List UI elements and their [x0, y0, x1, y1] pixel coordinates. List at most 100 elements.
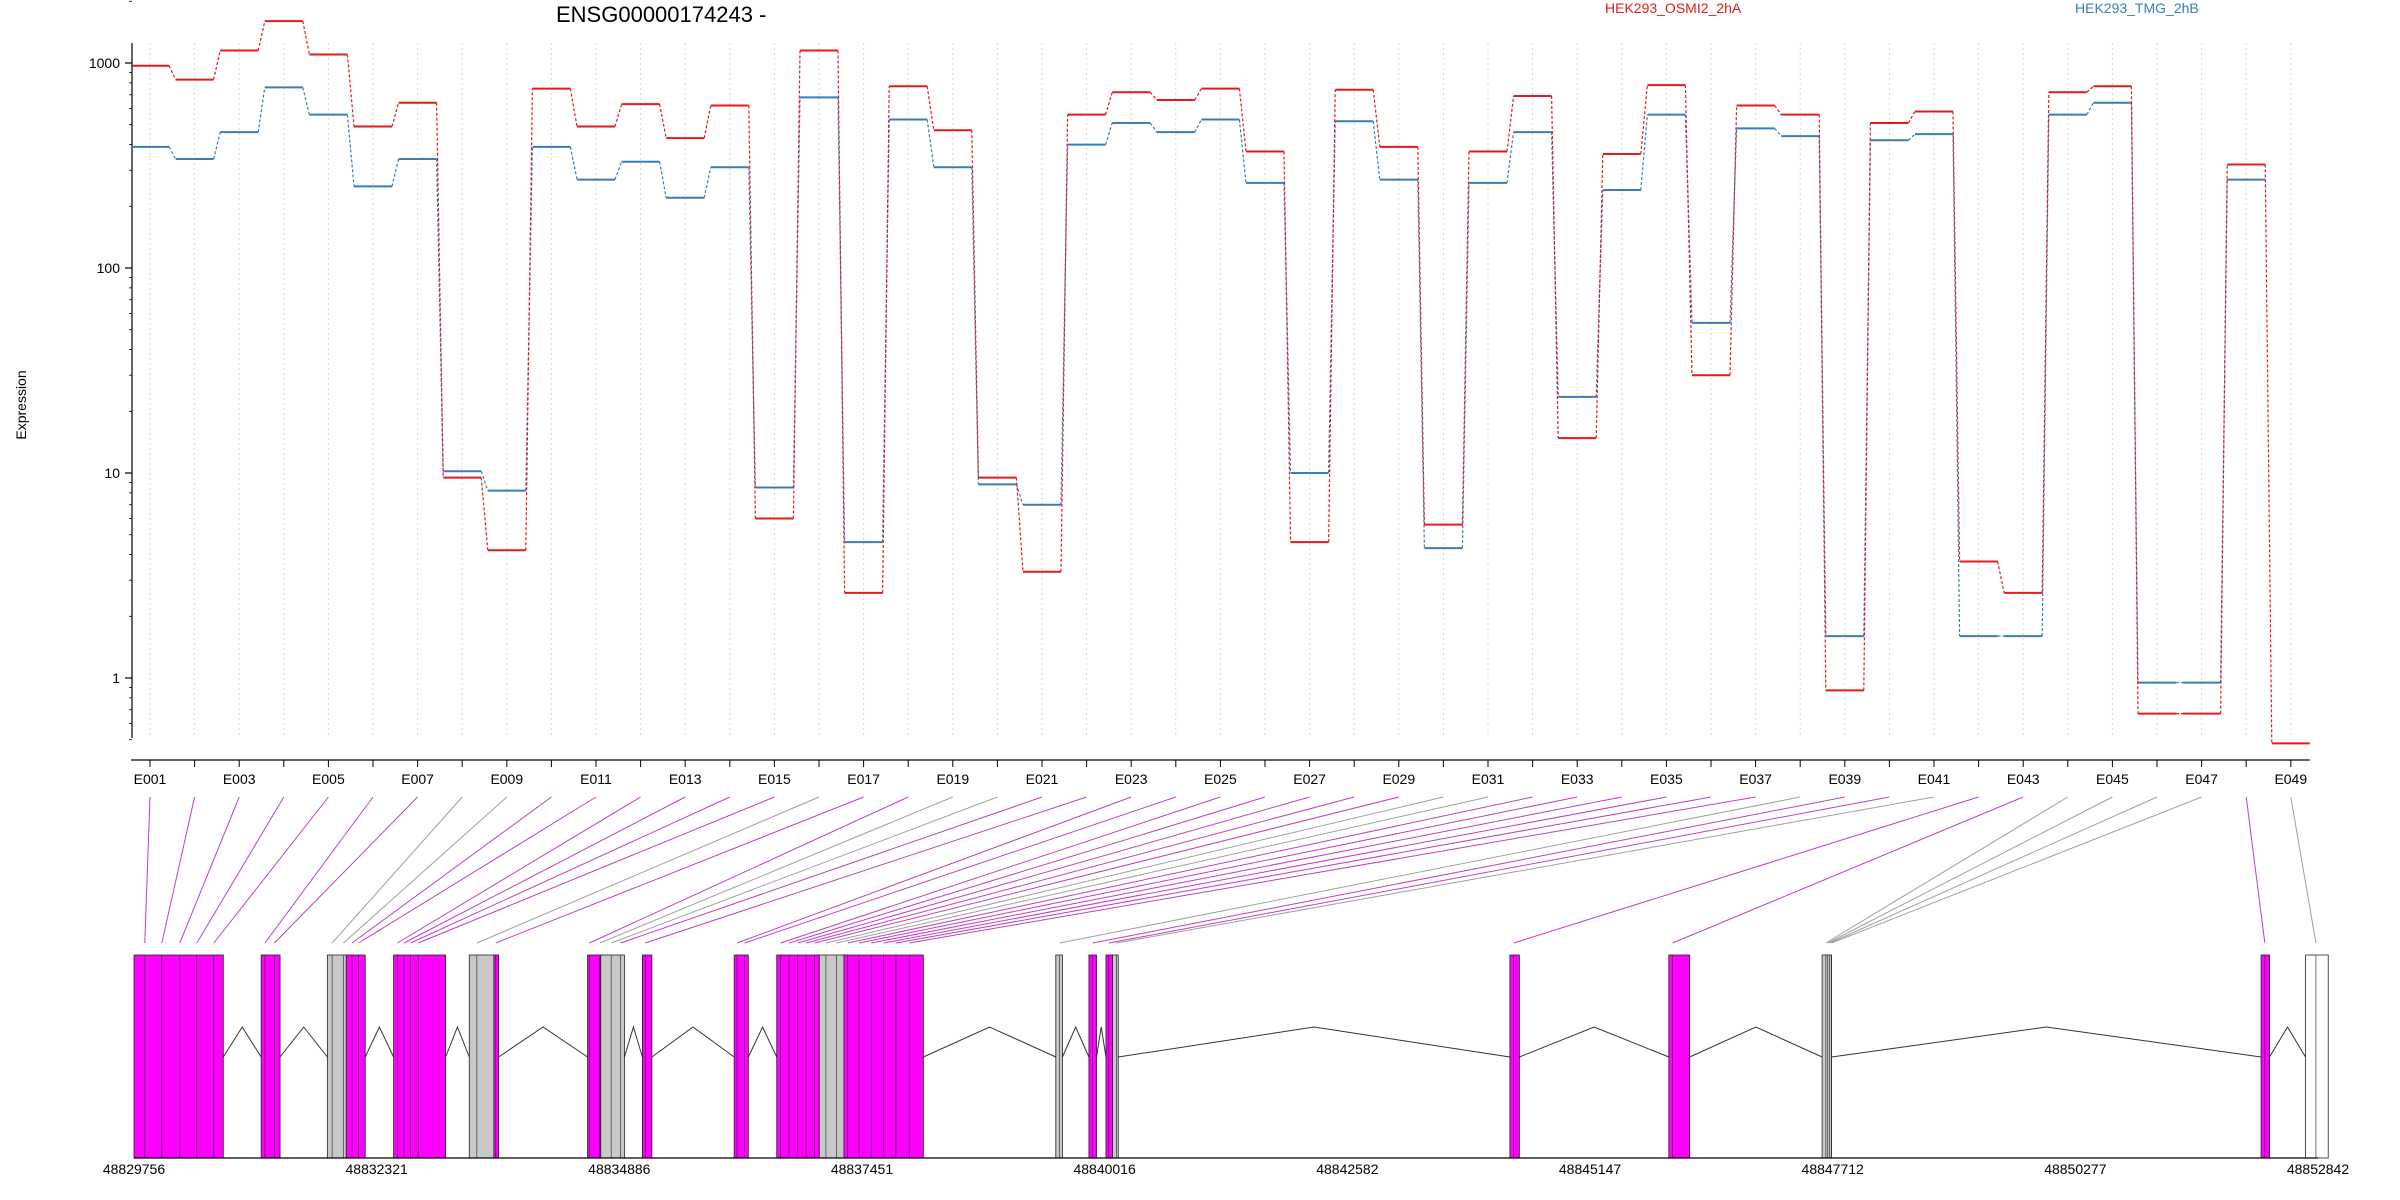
- intron-line: [651, 1026, 735, 1058]
- series-connector: [525, 88, 533, 551]
- series-connector: [703, 105, 712, 139]
- intron-line: [623, 1025, 643, 1058]
- y-tick-label: 10: [104, 465, 120, 481]
- series-connector: [1417, 146, 1425, 525]
- x-tick-label: E011: [580, 771, 612, 787]
- x-tick-label: E041: [1918, 771, 1951, 787]
- series-layer: [131, 20, 2310, 745]
- y-axis: 1 10 100 1000: [89, 0, 133, 741]
- series-connector: [168, 146, 177, 160]
- exon-connector-E024: [744, 796, 1176, 944]
- exon-connector-E015: [417, 796, 775, 944]
- series-connector: [926, 119, 935, 168]
- x-tick-label: E029: [1382, 771, 1415, 787]
- series-connector: [1372, 89, 1381, 147]
- series-connector: [302, 21, 310, 55]
- series-connector: [1105, 122, 1113, 145]
- series-connector: [882, 86, 890, 593]
- exon-connector-E013: [403, 796, 686, 944]
- exon-block: [641, 954, 653, 1159]
- exon-connector-E030: [825, 796, 1444, 944]
- series-connector: [1194, 119, 1202, 133]
- y-tick-label: 1000: [89, 55, 120, 71]
- series-connector: [2130, 86, 2139, 714]
- x-tick-label: E021: [1026, 771, 1059, 787]
- series-connector: [703, 167, 712, 198]
- x-tick-label: E047: [2185, 771, 2218, 787]
- series-HEK293_OSMI2_2hA: [131, 20, 2310, 745]
- series-connector: [1149, 122, 1158, 133]
- x-tick-label: E005: [312, 771, 345, 787]
- exon-connector-E017: [495, 796, 864, 944]
- exon-connector-E039: [1092, 796, 1845, 944]
- x-tick-label: E027: [1293, 771, 1326, 787]
- exon-block: [393, 954, 447, 1159]
- exon-block: [1105, 954, 1113, 1159]
- series-connector: [1149, 91, 1158, 101]
- x-tick-label: E025: [1204, 771, 1237, 787]
- intron-line: [498, 1026, 588, 1058]
- exon-connector-E042: [1513, 796, 1979, 944]
- intron-line: [279, 1026, 328, 1058]
- series-connector: [2220, 164, 2228, 714]
- x-tick-label: E039: [1828, 771, 1861, 787]
- exon-block: [733, 954, 749, 1159]
- genomic-tick-label: 48837451: [831, 1161, 894, 1177]
- x-tick-label: E007: [401, 771, 434, 787]
- series-connector: [1506, 132, 1515, 184]
- exon-block: [2260, 954, 2270, 1159]
- x-tick-label: E035: [1650, 771, 1683, 787]
- series-connector: [480, 471, 489, 491]
- x-tick-label: E031: [1472, 771, 1505, 787]
- exon-connector-E031: [836, 796, 1489, 944]
- series-connector: [1774, 105, 1782, 115]
- exon-block: [260, 954, 281, 1159]
- series-connector: [480, 477, 489, 551]
- exon-connector-E043: [1672, 796, 2024, 944]
- series-connector: [1551, 96, 1559, 439]
- x-axis: E001 E003 E005 E007 E009 E011 E013 E015 E017 E019…: [131, 759, 2310, 787]
- x-tick-label: E037: [1739, 771, 1772, 787]
- exon-connectors: [144, 796, 2317, 944]
- series-connector: [213, 50, 221, 80]
- series-connector: [971, 130, 979, 478]
- exon-connector-E014: [410, 796, 731, 944]
- y-axis-label: Expression: [13, 370, 29, 439]
- x-tick-label: E017: [847, 771, 880, 787]
- genomic-tick-label: 48847712: [1802, 1161, 1865, 1177]
- exon-connector-E049: [2290, 796, 2317, 944]
- series-connector: [346, 114, 355, 187]
- exon-connector-E002: [161, 796, 196, 944]
- chart-title: ENSG00000174243 -: [556, 2, 766, 27]
- exon-connector-E001: [144, 796, 151, 944]
- series-connector: [659, 104, 667, 139]
- exon-connector-E020: [610, 796, 998, 944]
- genomic-tick-label: 48840016: [1073, 1161, 1136, 1177]
- genomic-tick-label: 48834886: [588, 1161, 651, 1177]
- series-connector: [2086, 102, 2094, 115]
- series-connector: [1907, 111, 1916, 124]
- exon-block: [1112, 954, 1119, 1159]
- series-connector: [1684, 85, 1693, 376]
- series-connector: [1060, 114, 1069, 572]
- series-HEK293_TMG_2hB: [131, 86, 2266, 684]
- genomic-tick-label: 48829756: [103, 1161, 166, 1177]
- genomic-tick-label: 48832321: [346, 1161, 409, 1177]
- exon-block: [1055, 954, 1063, 1159]
- exon-block: [776, 954, 820, 1159]
- series-connector: [837, 50, 846, 593]
- x-tick-label: E003: [223, 771, 256, 787]
- genomic-tick-label: 48850277: [2044, 1161, 2107, 1177]
- exon-connector-E019: [599, 796, 953, 944]
- series-connector: [1506, 95, 1515, 152]
- intron-line: [364, 1025, 395, 1058]
- series-connector: [1461, 151, 1470, 525]
- series-connector: [792, 50, 801, 519]
- exon-connector-E035: [883, 796, 1667, 944]
- exon-connector-E036: [895, 796, 1712, 944]
- gene-model: 48829756 48832321 48834886 48837451 48840016…: [103, 954, 2349, 1177]
- x-tick-label: E023: [1115, 771, 1148, 787]
- series-connector: [971, 167, 979, 485]
- series-connector: [257, 21, 266, 51]
- x-tick-label: E033: [1561, 771, 1594, 787]
